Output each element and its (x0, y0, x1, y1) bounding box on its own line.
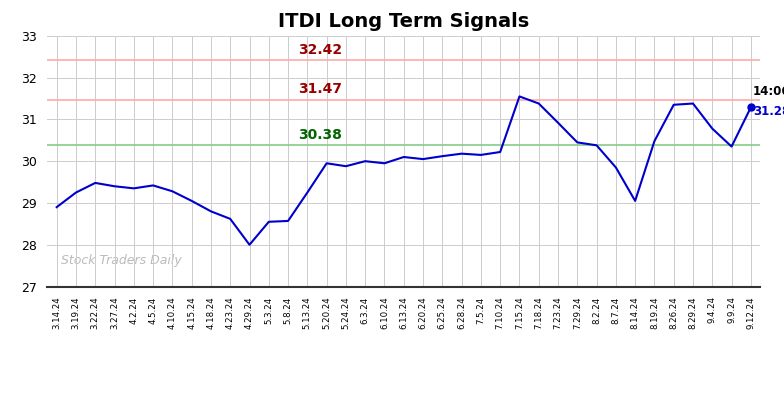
Text: 31.47: 31.47 (299, 82, 343, 96)
Title: ITDI Long Term Signals: ITDI Long Term Signals (278, 12, 529, 31)
Text: 14:06: 14:06 (753, 85, 784, 98)
Text: 32.42: 32.42 (299, 43, 343, 57)
Text: Stock Traders Daily: Stock Traders Daily (61, 254, 182, 267)
Text: 30.38: 30.38 (299, 128, 343, 142)
Text: 31.2887: 31.2887 (753, 105, 784, 118)
